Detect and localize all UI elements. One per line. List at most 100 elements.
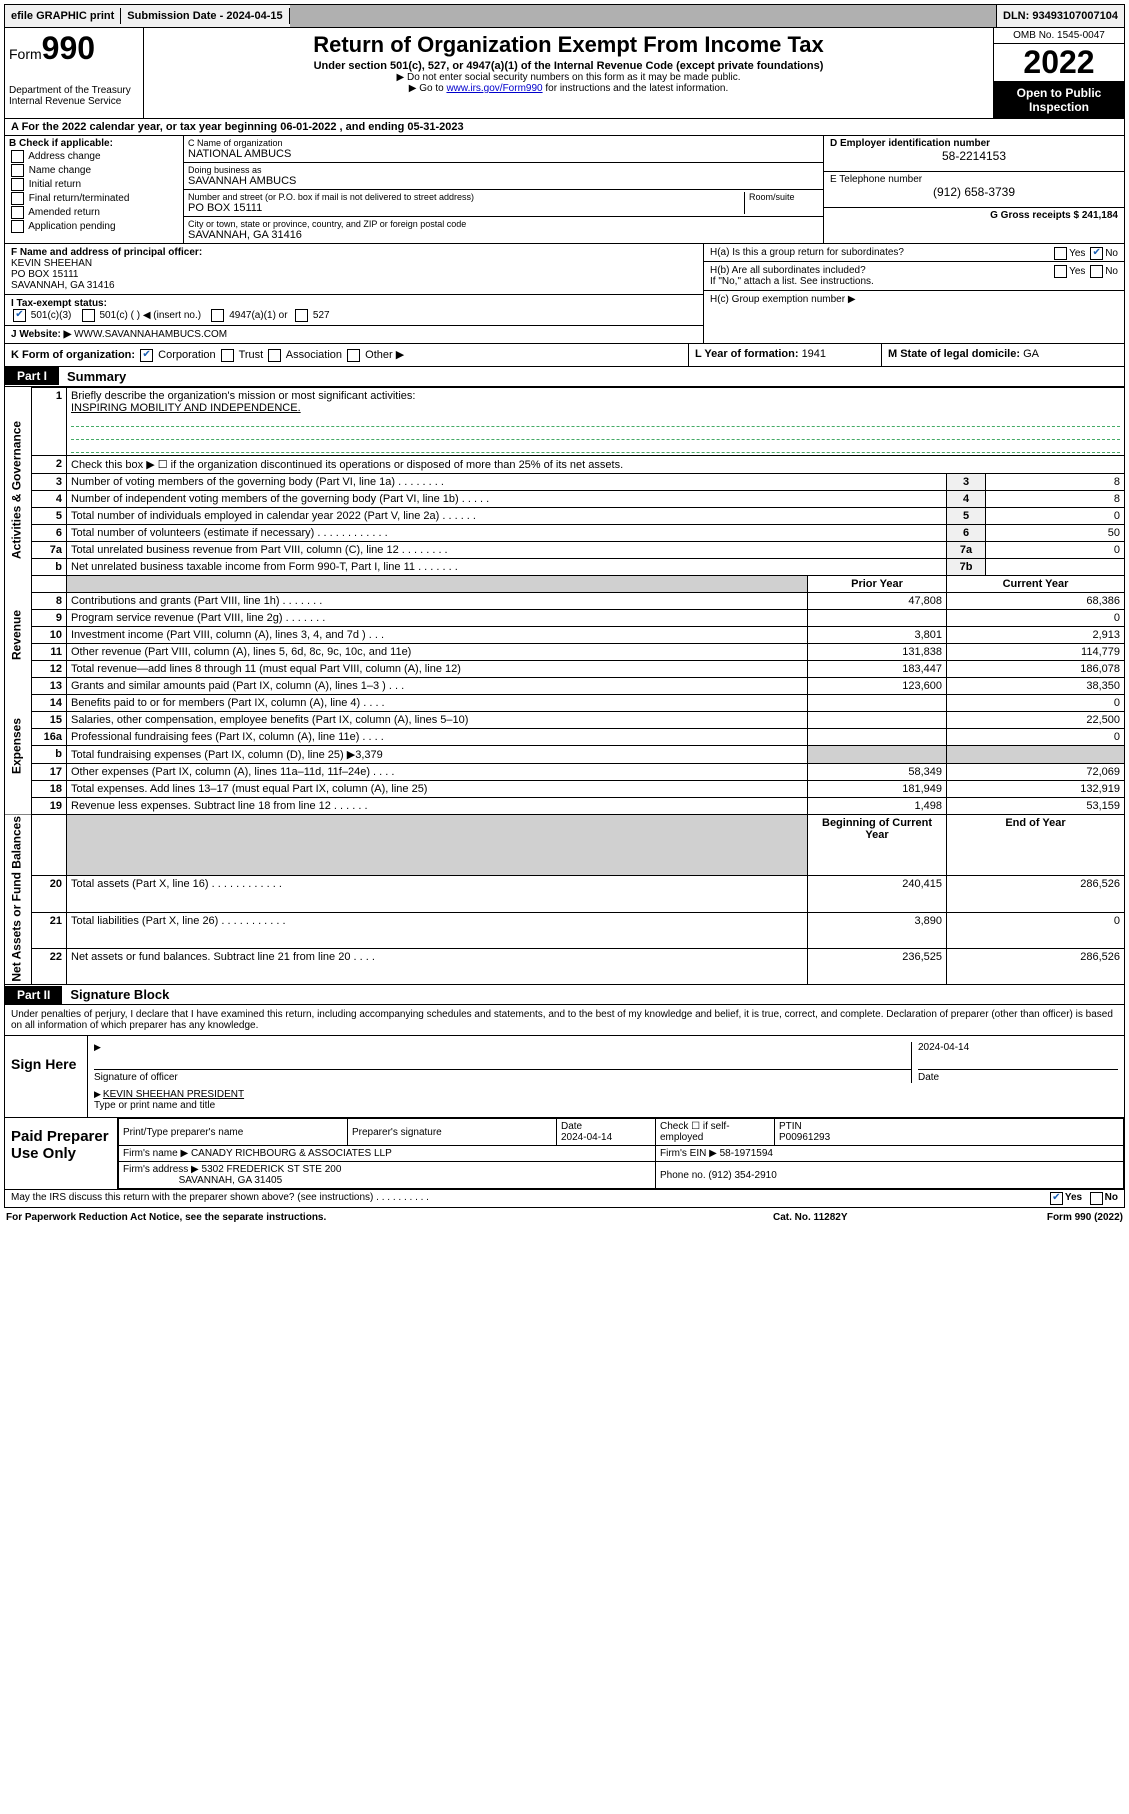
- col-c-name-address: C Name of organization NATIONAL AMBUCS D…: [184, 136, 824, 243]
- table-row: 12Total revenue—add lines 8 through 11 (…: [5, 660, 1125, 677]
- table-row: 7aTotal unrelated business revenue from …: [5, 541, 1125, 558]
- hb-no[interactable]: [1090, 265, 1103, 278]
- table-row: 10Investment income (Part VIII, column (…: [5, 626, 1125, 643]
- m-state: M State of legal domicile: GA: [882, 344, 1124, 366]
- city-label: City or town, state or province, country…: [188, 219, 819, 229]
- mission: INSPIRING MOBILITY AND INDEPENDENCE.: [71, 402, 301, 414]
- cb-corp[interactable]: [140, 349, 153, 362]
- table-row: 11Other revenue (Part VIII, column (A), …: [5, 643, 1125, 660]
- cb-name-change[interactable]: Name change: [9, 164, 179, 177]
- perjury-declaration: Under penalties of perjury, I declare th…: [4, 1005, 1125, 1036]
- table-row: 5Total number of individuals employed in…: [5, 507, 1125, 524]
- table-row: 21Total liabilities (Part X, line 26) . …: [5, 912, 1125, 948]
- dba-label: Doing business as: [188, 165, 819, 175]
- cb-app-pending[interactable]: Application pending: [9, 220, 179, 233]
- side-label-exp: Expenses: [5, 677, 32, 814]
- table-row: 19Revenue less expenses. Subtract line 1…: [5, 797, 1125, 814]
- pra-notice: For Paperwork Reduction Act Notice, see …: [6, 1212, 773, 1223]
- table-row: 22Net assets or fund balances. Subtract …: [5, 948, 1125, 984]
- cb-assoc[interactable]: [268, 349, 281, 362]
- k-form-org: K Form of organization: Corporation Trus…: [5, 344, 689, 366]
- q2: Check this box ▶ ☐ if the organization d…: [67, 455, 1125, 473]
- cb-501c[interactable]: [82, 309, 95, 322]
- submission-date: Submission Date - 2024-04-15: [121, 8, 289, 24]
- firm-addr1: 5302 FREDERICK ST STE 200: [202, 1164, 342, 1175]
- cb-trust[interactable]: [221, 349, 234, 362]
- q1: Briefly describe the organization's miss…: [71, 390, 415, 402]
- l-year: L Year of formation: 1941: [689, 344, 882, 366]
- entity-block: B Check if applicable: Address change Na…: [4, 136, 1125, 244]
- part2-title: Signature Block: [62, 985, 177, 1004]
- table-row: 17Other expenses (Part IX, column (A), l…: [5, 763, 1125, 780]
- table-row: 14Benefits paid to or for members (Part …: [5, 694, 1125, 711]
- header-mid: Return of Organization Exempt From Incom…: [144, 28, 993, 118]
- part2-header: Part II Signature Block: [4, 985, 1125, 1005]
- tax-year: 2022: [994, 44, 1124, 82]
- klm-row: K Form of organization: Corporation Trus…: [4, 344, 1125, 367]
- hb-yes[interactable]: [1054, 265, 1067, 278]
- cb-other[interactable]: [347, 349, 360, 362]
- sig-date-label: Date: [918, 1072, 939, 1083]
- dept-label: Department of the Treasury: [9, 85, 139, 96]
- efile-print-label[interactable]: efile GRAPHIC print: [5, 8, 121, 24]
- current-year-hdr: Current Year: [947, 575, 1125, 592]
- part1-title: Summary: [59, 367, 134, 386]
- note-ssn: ▶ Do not enter social security numbers o…: [150, 72, 987, 83]
- col-b-checkboxes: B Check if applicable: Address change Na…: [5, 136, 184, 243]
- addr-label: Number and street (or P.O. box if mail i…: [188, 192, 740, 202]
- table-row: bNet unrelated business taxable income f…: [5, 558, 1125, 575]
- table-row: 20Total assets (Part X, line 16) . . . .…: [5, 876, 1125, 912]
- side-label-rev: Revenue: [5, 592, 32, 677]
- org-name-label: C Name of organization: [188, 138, 819, 148]
- cb-amended[interactable]: Amended return: [9, 206, 179, 219]
- f-officer: F Name and address of principal officer:…: [5, 244, 703, 295]
- city: SAVANNAH, GA 31416: [188, 229, 819, 241]
- table-row: bTotal fundraising expenses (Part IX, co…: [5, 745, 1125, 763]
- fhij-block: F Name and address of principal officer:…: [4, 244, 1125, 344]
- discuss-no[interactable]: [1090, 1192, 1103, 1205]
- side-label-net: Net Assets or Fund Balances: [5, 814, 32, 985]
- form-subtitle: Under section 501(c), 527, or 4947(a)(1)…: [150, 60, 987, 72]
- open-inspection: Open to Public Inspection: [994, 82, 1124, 118]
- table-row: 3Number of voting members of the governi…: [5, 473, 1125, 490]
- h-c: H(c) Group exemption number ▶: [704, 291, 1124, 308]
- discuss-yes[interactable]: [1050, 1192, 1063, 1205]
- phone-label: E Telephone number: [830, 174, 922, 185]
- side-label-ag: Activities & Governance: [5, 387, 32, 592]
- note-link: ▶ Go to www.irs.gov/Form990 for instruct…: [150, 83, 987, 94]
- gross-receipts: 241,184: [1082, 210, 1118, 221]
- officer-name: KEVIN SHEEHAN PRESIDENT: [103, 1089, 244, 1100]
- irs-link[interactable]: www.irs.gov/Form990: [446, 83, 542, 94]
- ptin: P00961293: [779, 1132, 830, 1143]
- addr: PO BOX 15111: [188, 202, 740, 214]
- table-row: 6Total number of volunteers (estimate if…: [5, 524, 1125, 541]
- cb-initial-return[interactable]: Initial return: [9, 178, 179, 191]
- cat-no: Cat. No. 11282Y: [773, 1212, 973, 1223]
- dba: SAVANNAH AMBUCS: [188, 175, 819, 187]
- top-bar: efile GRAPHIC print Submission Date - 20…: [4, 4, 1125, 28]
- cb-4947[interactable]: [211, 309, 224, 322]
- footer: For Paperwork Reduction Act Notice, see …: [4, 1208, 1125, 1223]
- cb-527[interactable]: [295, 309, 308, 322]
- prep-self-emp[interactable]: Check ☐ if self-employed: [656, 1119, 775, 1146]
- firm-addr2: SAVANNAH, GA 31405: [179, 1175, 283, 1186]
- part2-tab: Part II: [5, 986, 62, 1004]
- ha-yes[interactable]: [1054, 247, 1067, 260]
- col-b-label: B Check if applicable:: [9, 138, 113, 149]
- row-a-taxyear: A For the 2022 calendar year, or tax yea…: [4, 119, 1125, 136]
- org-name: NATIONAL AMBUCS: [188, 148, 819, 160]
- j-website: J Website: ▶ WWW.SAVANNAHAMBUCS.COM: [5, 326, 703, 343]
- cb-final-return[interactable]: Final return/terminated: [9, 192, 179, 205]
- ha-no[interactable]: [1090, 247, 1103, 260]
- ein: 58-2214153: [830, 149, 1118, 163]
- dln: DLN: 93493107007104: [997, 8, 1124, 24]
- cb-501c3[interactable]: [13, 309, 26, 322]
- table-row: 4Number of independent voting members of…: [5, 490, 1125, 507]
- prep-sig-label: Preparer's signature: [348, 1119, 557, 1146]
- prep-date: 2024-04-14: [561, 1132, 612, 1143]
- cb-address-change[interactable]: Address change: [9, 150, 179, 163]
- paid-preparer-block: Paid Preparer Use Only Print/Type prepar…: [4, 1118, 1125, 1190]
- form-title: Return of Organization Exempt From Incom…: [150, 32, 987, 58]
- firm-phone: (912) 354-2910: [708, 1170, 776, 1181]
- table-row: 16aProfessional fundraising fees (Part I…: [5, 728, 1125, 745]
